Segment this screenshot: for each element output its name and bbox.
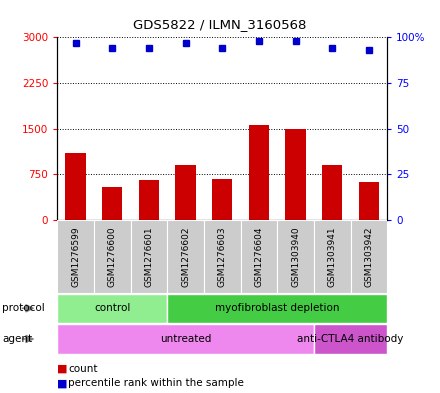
Text: count: count (68, 364, 98, 374)
Text: GSM1276602: GSM1276602 (181, 226, 190, 286)
Text: GSM1276600: GSM1276600 (108, 226, 117, 287)
Bar (249, 125, 269, 220)
Text: percentile rank within the sample: percentile rank within the sample (68, 378, 244, 388)
Text: untreated: untreated (160, 334, 211, 344)
Text: myofibroblast depletion: myofibroblast depletion (215, 303, 339, 313)
Bar (286, 129, 306, 220)
Bar (131, 220, 167, 293)
Bar (314, 220, 351, 293)
Text: GSM1276604: GSM1276604 (254, 226, 264, 286)
Text: GSM1276603: GSM1276603 (218, 226, 227, 287)
Text: anti-CTLA4 antibody: anti-CTLA4 antibody (297, 334, 404, 344)
Bar (359, 182, 379, 220)
Bar (57, 220, 94, 293)
Bar (66, 153, 86, 220)
Bar (204, 220, 241, 293)
Text: GSM1303940: GSM1303940 (291, 226, 300, 287)
Bar (57, 324, 314, 354)
Text: ■: ■ (57, 378, 68, 388)
Bar (212, 179, 232, 220)
Bar (241, 220, 277, 293)
Text: GDS5822 / ILMN_3160568: GDS5822 / ILMN_3160568 (133, 18, 307, 31)
Bar (314, 324, 387, 354)
Bar (351, 220, 387, 293)
Bar (94, 220, 131, 293)
Text: GSM1303941: GSM1303941 (328, 226, 337, 287)
Text: agent: agent (2, 334, 32, 344)
Text: GSM1276599: GSM1276599 (71, 226, 80, 287)
Text: GSM1276601: GSM1276601 (144, 226, 154, 287)
Bar (102, 187, 122, 220)
Bar (277, 220, 314, 293)
Bar (167, 220, 204, 293)
Bar (139, 180, 159, 220)
Bar (167, 294, 387, 323)
Text: control: control (94, 303, 130, 313)
Bar (57, 294, 167, 323)
Text: protocol: protocol (2, 303, 45, 313)
Text: ■: ■ (57, 364, 68, 374)
Bar (322, 165, 342, 220)
Bar (176, 165, 196, 220)
Text: GSM1303942: GSM1303942 (364, 226, 374, 286)
